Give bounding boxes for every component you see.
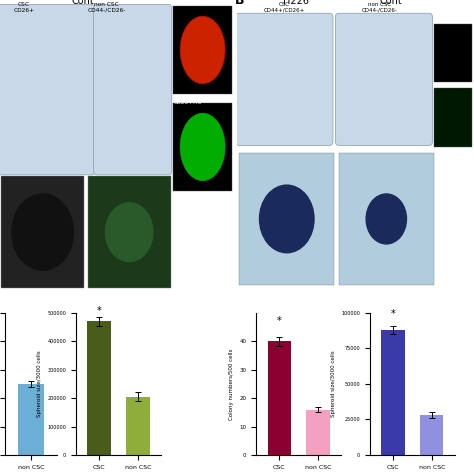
- Bar: [434, 24, 472, 82]
- Y-axis label: Spheroid size/3000 cells: Spheroid size/3000 cells: [37, 351, 42, 417]
- Bar: [306, 410, 329, 455]
- Bar: [339, 153, 434, 285]
- Circle shape: [259, 185, 314, 253]
- FancyBboxPatch shape: [236, 13, 333, 146]
- Text: Cont: Cont: [380, 0, 402, 7]
- Y-axis label: Colony numbers/500 cells: Colony numbers/500 cells: [228, 348, 234, 419]
- Text: Cont: Cont: [72, 0, 94, 7]
- Y-axis label: Spheroid size/3000 cells: Spheroid size/3000 cells: [331, 351, 336, 417]
- Ellipse shape: [180, 16, 225, 84]
- Bar: [88, 176, 171, 288]
- Ellipse shape: [180, 113, 225, 181]
- Text: non CSC
CD44-/CD26-: non CSC CD44-/CD26-: [361, 2, 397, 13]
- Bar: [88, 321, 111, 455]
- FancyBboxPatch shape: [94, 4, 172, 175]
- Bar: [173, 103, 232, 191]
- Circle shape: [106, 203, 153, 262]
- Circle shape: [12, 194, 73, 270]
- Bar: [126, 397, 149, 455]
- Bar: [434, 88, 472, 147]
- Text: non CSC
CD44-/CD26-: non CSC CD44-/CD26-: [88, 2, 126, 13]
- Bar: [18, 384, 44, 455]
- Text: CD44-PE: CD44-PE: [174, 1, 198, 7]
- Text: *: *: [97, 306, 101, 316]
- Bar: [1, 176, 84, 288]
- Text: CSC
CD26+: CSC CD26+: [13, 2, 34, 13]
- FancyBboxPatch shape: [0, 4, 95, 175]
- Text: CSC
CD44+/CD26+: CSC CD44+/CD26+: [264, 2, 305, 13]
- Text: CD26-FITC: CD26-FITC: [174, 100, 202, 105]
- Bar: [239, 153, 334, 285]
- Circle shape: [366, 194, 406, 244]
- Text: H226: H226: [283, 0, 309, 7]
- Text: B: B: [235, 0, 245, 8]
- Bar: [268, 341, 291, 455]
- Text: *: *: [391, 309, 395, 319]
- FancyBboxPatch shape: [336, 13, 432, 146]
- Bar: [382, 330, 405, 455]
- Text: *: *: [277, 316, 282, 326]
- Bar: [420, 415, 443, 455]
- Bar: [173, 6, 232, 94]
